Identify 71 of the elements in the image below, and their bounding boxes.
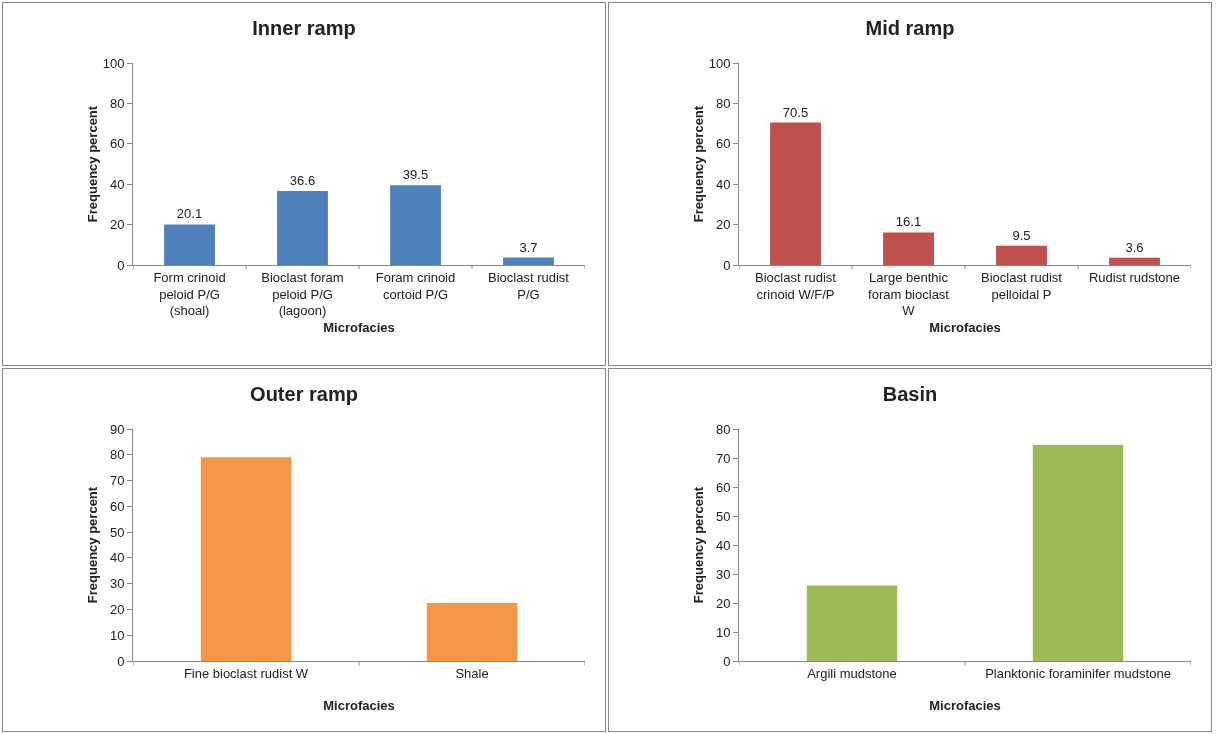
x-tick-label: Bioclast rudist crinoid W/F/P — [755, 269, 837, 302]
y-tick-label: 10 — [715, 624, 731, 640]
y-tick-label: 0 — [117, 257, 125, 273]
y-tick-label: 40 — [715, 176, 731, 192]
y-tick-label: 90 — [109, 421, 125, 437]
y-tick-label: 60 — [109, 136, 125, 152]
x-axis-title: Microfacies — [929, 698, 1001, 713]
y-tick-label: 70 — [715, 450, 731, 466]
y-tick-label: 60 — [109, 498, 125, 514]
x-tick-label: Bioclast foram peloid P/G (lagoon) — [261, 269, 344, 319]
y-tick-label: 30 — [109, 576, 125, 592]
data-label: 20.1 — [176, 206, 203, 222]
y-tick-label: 50 — [109, 524, 125, 540]
data-label: 39.5 — [402, 167, 429, 183]
bar — [390, 185, 441, 265]
y-tick-label: 20 — [109, 217, 125, 233]
y-tick-label: 10 — [109, 627, 125, 643]
data-label: 9.5 — [1012, 227, 1031, 243]
y-tick-label: 80 — [109, 95, 125, 111]
y-tick-label: 40 — [715, 537, 731, 553]
y-tick-label: 0 — [723, 653, 731, 669]
y-axis-title: Frequency percent — [85, 105, 100, 223]
data-label: 70.5 — [782, 104, 809, 120]
x-tick-label: Bioclast rudist P/G — [488, 269, 570, 302]
y-tick-label: 20 — [109, 601, 125, 617]
x-tick-label: Rudist rudstone — [1088, 269, 1181, 285]
x-tick-label: Foram crinoid cortoid P/G — [375, 269, 456, 302]
y-tick-label: 60 — [715, 136, 731, 152]
y-tick-label: 80 — [109, 447, 125, 463]
chart-title: Mid ramp — [865, 17, 955, 40]
y-tick-label: 100 — [102, 55, 125, 71]
y-tick-label: 20 — [715, 595, 731, 611]
bar — [503, 257, 554, 265]
y-tick-label: 40 — [109, 176, 125, 192]
y-tick-label: 40 — [109, 550, 125, 566]
chart-title: Outer ramp — [250, 383, 358, 406]
data-label: 16.1 — [895, 214, 922, 230]
y-axis-title: Frequency percent — [85, 486, 100, 604]
y-tick-label: 50 — [715, 508, 731, 524]
y-tick-label: 0 — [117, 653, 125, 669]
data-label: 36.6 — [289, 173, 316, 189]
x-tick-label: Shale — [455, 665, 489, 681]
bar — [996, 245, 1047, 265]
y-tick-label: 80 — [715, 421, 731, 437]
y-tick-label: 80 — [715, 95, 731, 111]
x-axis-title: Microfacies — [323, 320, 395, 336]
data-label: 3.7 — [519, 239, 538, 255]
y-axis-title: Frequency percent — [691, 486, 706, 604]
y-tick-label: 70 — [109, 473, 125, 489]
x-tick-label: Argili mudstone — [807, 665, 897, 681]
data-label: 3.6 — [1125, 239, 1144, 255]
x-axis-title: Microfacies — [323, 698, 395, 713]
bar — [883, 232, 934, 265]
x-tick-label: Large benthic foram bioclast W — [868, 269, 950, 319]
x-axis-title: Microfacies — [929, 320, 1001, 336]
bar — [277, 191, 328, 265]
bar — [770, 122, 821, 265]
x-tick-label: Form crinoid peloid P/G (shoal) — [153, 269, 226, 319]
bar — [164, 224, 215, 265]
y-tick-label: 100 — [708, 55, 731, 71]
y-tick-label: 0 — [723, 257, 731, 273]
x-tick-label: Bioclast rudist pelloidal P — [981, 269, 1063, 302]
chart-title: Basin — [882, 383, 938, 406]
y-tick-label: 20 — [715, 217, 731, 233]
y-axis-title: Frequency percent — [691, 105, 706, 223]
y-tick-label: 60 — [715, 479, 731, 495]
bar — [1109, 257, 1160, 265]
x-tick-label: Planktonic foraminifer mudstone — [985, 665, 1171, 681]
y-tick-label: 30 — [715, 566, 731, 582]
chart-title: Inner ramp — [252, 17, 356, 40]
x-tick-label: Fine bioclast rudist W — [183, 665, 309, 681]
